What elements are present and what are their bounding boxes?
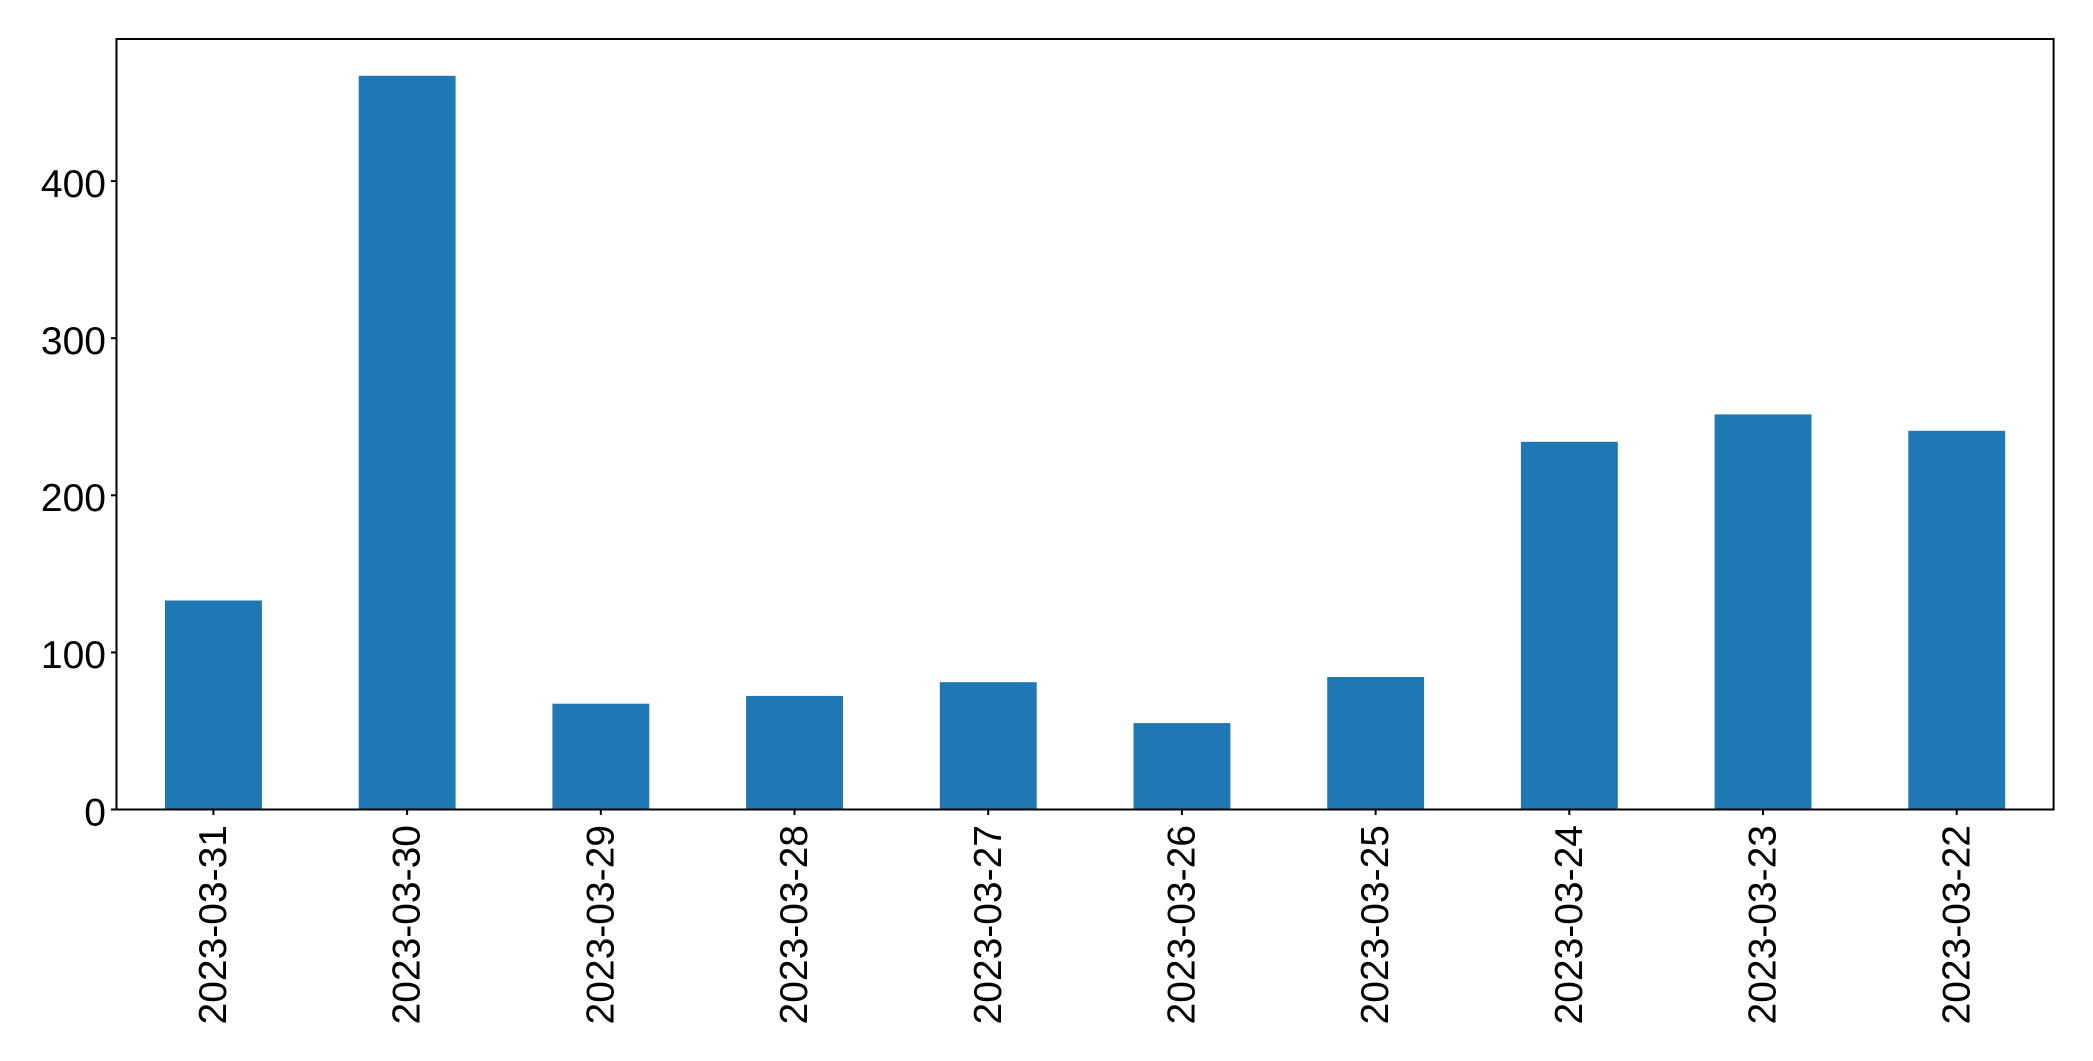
svg-text:2023-03-23: 2023-03-23	[1742, 825, 1785, 1025]
svg-text:2023-03-24: 2023-03-24	[1548, 825, 1591, 1025]
svg-text:400: 400	[41, 163, 106, 206]
svg-text:2023-03-28: 2023-03-28	[773, 825, 816, 1025]
svg-text:2023-03-27: 2023-03-27	[967, 825, 1010, 1025]
svg-text:2023-03-29: 2023-03-29	[579, 825, 622, 1025]
svg-text:2023-03-22: 2023-03-22	[1935, 825, 1978, 1025]
svg-text:100: 100	[41, 634, 106, 677]
svg-text:0: 0	[84, 791, 106, 834]
svg-text:2023-03-30: 2023-03-30	[386, 825, 429, 1025]
svg-text:2023-03-26: 2023-03-26	[1161, 825, 1204, 1025]
svg-text:200: 200	[41, 477, 106, 520]
svg-text:2023-03-31: 2023-03-31	[192, 825, 235, 1025]
svg-text:2023-03-25: 2023-03-25	[1354, 825, 1397, 1025]
svg-text:300: 300	[41, 320, 106, 363]
